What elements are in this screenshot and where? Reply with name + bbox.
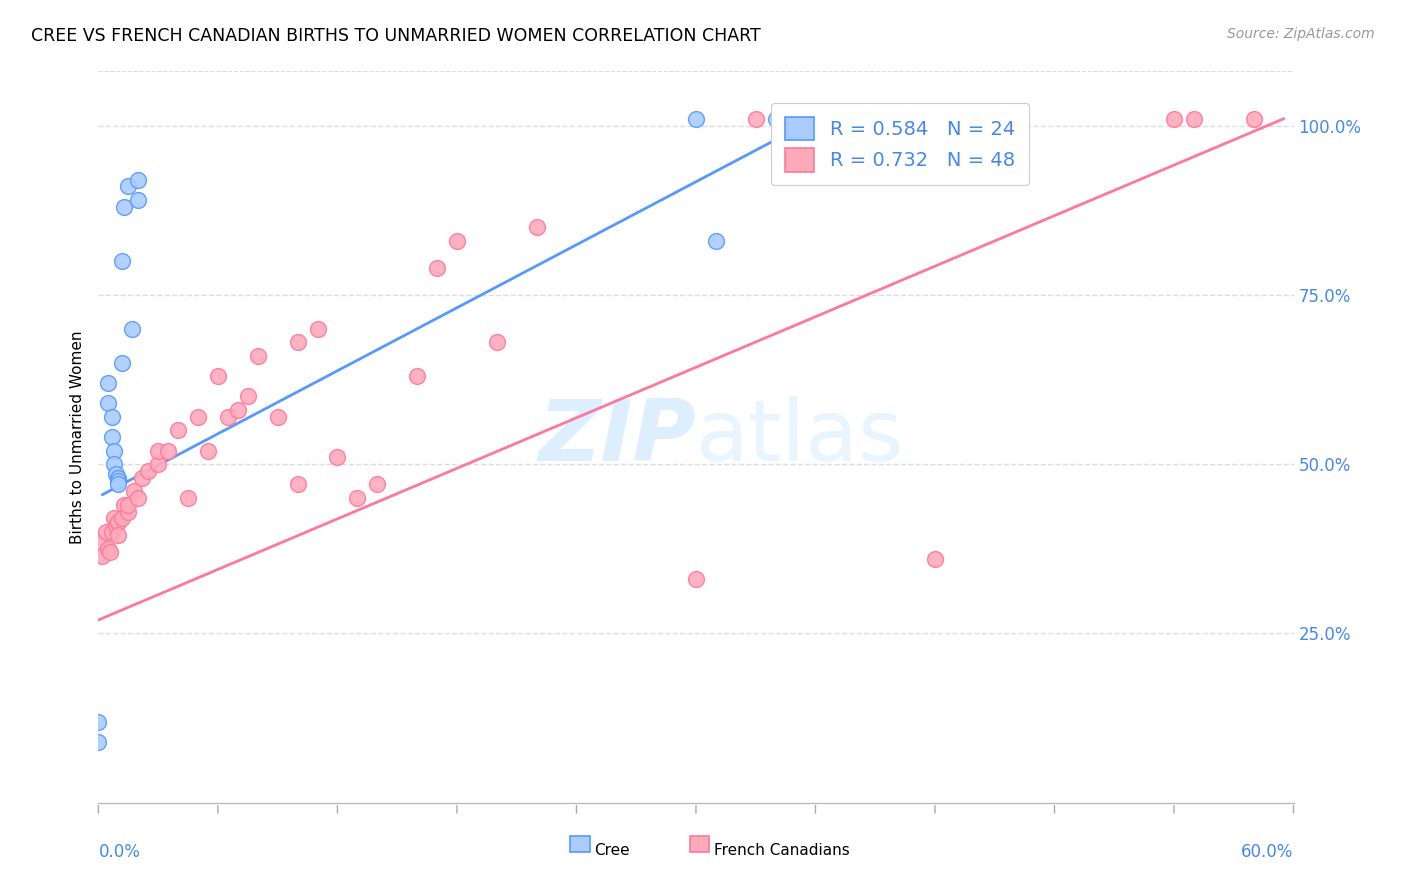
Point — [121, 322, 143, 336]
Text: Source: ZipAtlas.com: Source: ZipAtlas.com — [1227, 27, 1375, 41]
Point — [111, 355, 134, 369]
Point — [101, 524, 124, 539]
Text: Cree: Cree — [595, 843, 630, 858]
Point — [97, 396, 120, 410]
Text: atlas: atlas — [696, 395, 904, 479]
Point — [685, 572, 707, 586]
Point — [526, 220, 548, 235]
Legend: R = 0.584   N = 24, R = 0.732   N = 48: R = 0.584 N = 24, R = 0.732 N = 48 — [772, 103, 1029, 186]
Point — [87, 714, 110, 729]
Point — [177, 491, 200, 505]
Point — [217, 409, 239, 424]
Point — [97, 541, 120, 556]
Point — [103, 443, 125, 458]
Point — [765, 112, 787, 126]
Point — [91, 549, 114, 563]
Point — [157, 443, 180, 458]
Point — [804, 112, 827, 126]
Point — [103, 457, 125, 471]
Text: ZIP: ZIP — [538, 395, 696, 479]
Point — [101, 409, 124, 424]
Point — [124, 484, 146, 499]
Point — [366, 477, 388, 491]
Point — [287, 477, 309, 491]
Point — [107, 477, 129, 491]
Point — [127, 172, 149, 186]
Point — [307, 322, 329, 336]
Point — [167, 423, 190, 437]
Point — [117, 498, 139, 512]
Point — [117, 505, 139, 519]
Point — [1182, 112, 1205, 126]
Point — [1243, 112, 1265, 126]
Point — [207, 369, 229, 384]
Y-axis label: Births to Unmarried Women: Births to Unmarried Women — [69, 330, 84, 544]
Point — [745, 112, 768, 126]
Point — [107, 471, 129, 485]
Point — [136, 464, 159, 478]
Point — [103, 511, 125, 525]
Point — [111, 254, 134, 268]
Text: 0.0%: 0.0% — [98, 843, 141, 861]
Point — [326, 450, 349, 465]
Point — [131, 471, 153, 485]
Point — [226, 403, 249, 417]
Point — [704, 234, 727, 248]
Point — [485, 335, 508, 350]
Point — [406, 369, 429, 384]
Point — [127, 491, 149, 505]
Point — [97, 376, 120, 390]
Point — [112, 498, 135, 512]
Point — [246, 349, 269, 363]
Point — [287, 335, 309, 350]
Point — [105, 467, 128, 482]
Point — [98, 545, 122, 559]
Point — [87, 735, 110, 749]
Point — [446, 234, 468, 248]
Point — [105, 518, 128, 533]
Point — [107, 474, 129, 488]
Text: 60.0%: 60.0% — [1241, 843, 1294, 861]
Point — [87, 535, 110, 549]
Point — [101, 430, 124, 444]
Point — [685, 112, 707, 126]
Point — [107, 515, 129, 529]
Point — [236, 389, 259, 403]
Point — [197, 443, 219, 458]
Point — [148, 457, 170, 471]
Point — [96, 524, 118, 539]
Point — [127, 193, 149, 207]
Text: CREE VS FRENCH CANADIAN BIRTHS TO UNMARRIED WOMEN CORRELATION CHART: CREE VS FRENCH CANADIAN BIRTHS TO UNMARR… — [31, 27, 761, 45]
Point — [924, 552, 946, 566]
Point — [107, 528, 129, 542]
Point — [187, 409, 209, 424]
Point — [426, 260, 449, 275]
Point — [112, 200, 135, 214]
Text: French Canadians: French Canadians — [714, 843, 849, 858]
Point — [794, 112, 817, 126]
Point — [346, 491, 368, 505]
FancyBboxPatch shape — [690, 836, 709, 852]
Point — [148, 443, 170, 458]
Point — [267, 409, 290, 424]
Point — [117, 179, 139, 194]
Point — [1163, 112, 1185, 126]
Point — [111, 511, 134, 525]
FancyBboxPatch shape — [571, 836, 589, 852]
